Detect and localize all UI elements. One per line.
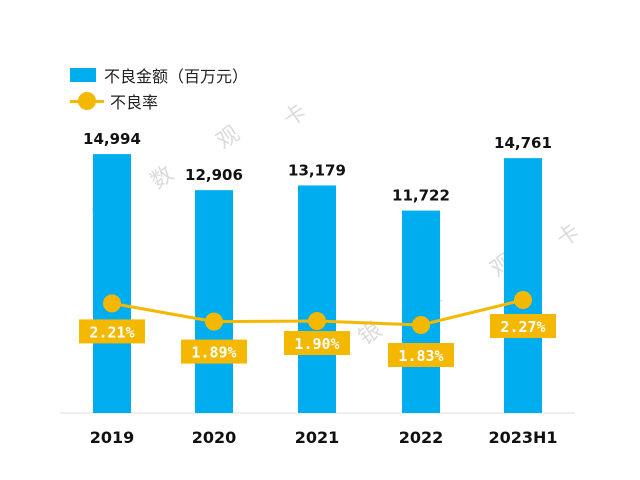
rate-point [412,316,430,334]
bar [504,158,542,413]
bar-value-label: 13,179 [288,161,346,179]
rate-point [103,294,121,313]
bar [402,210,440,413]
legend-bar-label: 不良金额（百万元） [104,67,249,86]
rate-value-label: 2.21% [89,323,134,341]
bar-value-label: 14,761 [494,134,552,152]
rate-value-label: 2.27% [500,318,545,336]
rate-label-box [181,339,247,364]
legend-bar-swatch [70,68,96,82]
rate-label-box [284,331,350,356]
bar [195,190,233,413]
x-tick-label: 2021 [295,428,340,447]
x-tick-label: 2023H1 [488,428,557,447]
rate-value-label: 1.83% [398,347,443,365]
x-tick-label: 2020 [192,428,237,447]
rate-label-box [388,343,454,367]
rate-value-label: 1.89% [191,344,236,362]
bar [298,185,336,413]
rate-label-box [490,314,556,338]
rate-point [514,291,532,309]
bar [93,154,131,413]
x-tick-label: 2019 [90,428,135,447]
bar-value-label: 11,722 [392,187,450,205]
rate-label-box [79,319,145,344]
bar-value-label: 14,994 [83,130,141,148]
legend-line-swatch [70,91,104,111]
legend-item-bar: 不良金额（百万元） [70,62,248,88]
legend-line-label: 不良率 [110,93,159,112]
bar-value-label: 12,906 [185,166,243,184]
x-tick-label: 2022 [399,428,444,447]
legend-item-line: 不良率 [70,88,248,114]
legend: 不良金额（百万元） 不良率 [70,62,248,114]
rate-point [308,312,326,331]
rate-point [205,312,223,331]
rate-value-label: 1.90% [294,335,339,353]
